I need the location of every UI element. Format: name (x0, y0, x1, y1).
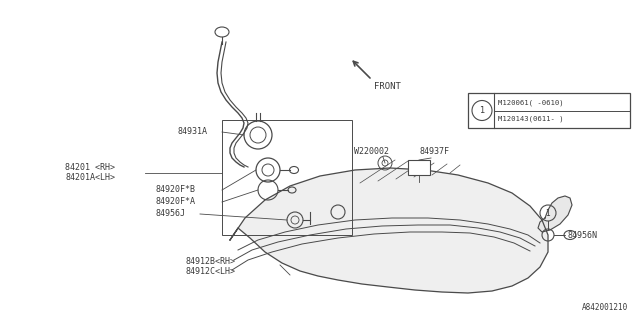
Text: A842001210: A842001210 (582, 303, 628, 312)
Text: 84956J: 84956J (155, 210, 185, 219)
Text: 84931A: 84931A (178, 127, 208, 137)
Bar (468, 93, 630, 128)
Text: 84912B<RH>: 84912B<RH> (185, 258, 235, 267)
Text: 1: 1 (479, 106, 484, 115)
Text: 84920F*B: 84920F*B (155, 186, 195, 195)
Text: M120143(0611- ): M120143(0611- ) (498, 115, 564, 122)
Text: 84201 <RH>: 84201 <RH> (65, 164, 115, 172)
Text: 84201A<LH>: 84201A<LH> (65, 173, 115, 182)
Text: 84937F: 84937F (420, 148, 450, 156)
Bar (408, 160, 430, 175)
Bar (222, 120, 352, 235)
Polygon shape (538, 196, 572, 232)
Text: 1: 1 (546, 209, 550, 218)
Polygon shape (230, 168, 548, 293)
Text: M120061( -0610): M120061( -0610) (498, 99, 564, 106)
Text: 84956N: 84956N (567, 230, 597, 239)
Text: 84912C<LH>: 84912C<LH> (185, 268, 235, 276)
Text: 84920F*A: 84920F*A (155, 197, 195, 206)
Text: W220002: W220002 (354, 148, 389, 156)
Text: FRONT: FRONT (374, 82, 401, 91)
